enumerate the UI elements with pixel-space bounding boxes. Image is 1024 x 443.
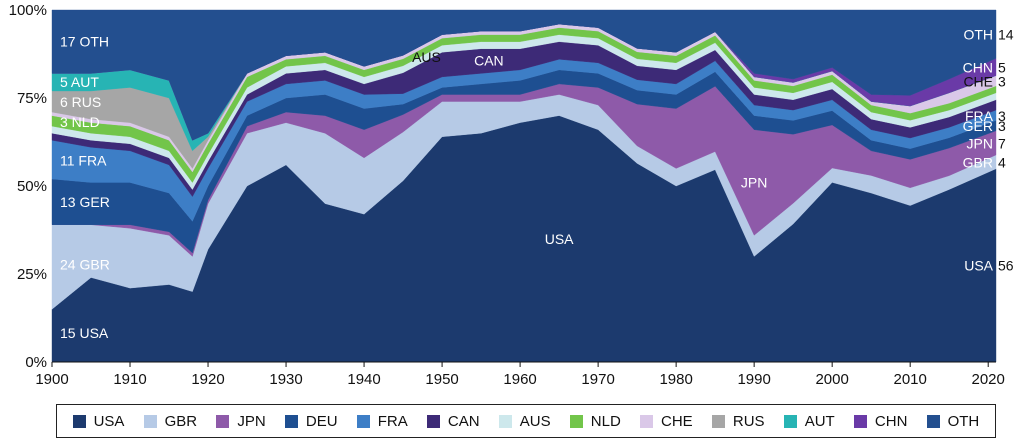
x-tick-label: 2000 [815,371,848,388]
right-label-fra: FRA [965,108,994,124]
x-tick-label: 1920 [191,371,224,388]
y-tick-label: 50% [17,178,47,195]
legend-swatch [216,414,230,428]
axes: 1900 1910 1920 1930 1940 1950 1960 1970 1980 1990… [9,2,1005,388]
legend-label: RUS [732,412,765,430]
legend-swatch [711,414,725,428]
legend-item-can: CAN [426,412,480,430]
legend-swatch [356,414,370,428]
legend-swatch [498,414,512,428]
legend-label: OTH [947,412,980,430]
right-value-fra: 3 [998,108,1006,124]
legend-item-nld: NLD [569,412,621,430]
left-label-15-usa: 15 USA [60,325,109,341]
legend-item-aus: AUS [498,412,551,430]
legend-label: GBR [164,412,198,430]
legend-swatch [72,414,86,428]
right-label-che: CHE [963,73,993,89]
legend-item-jpn: JPN [216,412,266,430]
x-tick-label: 2010 [893,371,926,388]
area-annotations: 17 OTH 5 AUT 6 RUS 3 NLD 11 FRA 13 GER 24 GBR 1… [60,27,1014,342]
x-tick-label: 1930 [269,371,302,388]
legend-swatch [853,414,867,428]
x-tick-label: 1940 [347,371,380,388]
x-tick-label: 1960 [503,371,536,388]
legend-swatch [783,414,797,428]
legend-label: CAN [447,412,480,430]
legend-label: FRA [377,412,408,430]
x-tick-label: 1950 [425,371,458,388]
right-value-usa: 56 [998,258,1014,274]
legend-item-fra: FRA [356,412,408,430]
legend-item-oth: OTH [926,412,980,430]
right-value-ger: 3 [998,118,1006,134]
x-tick-label: 1980 [659,371,692,388]
inline-label-jpn: JPN [741,174,767,190]
legend-swatch [926,414,940,428]
left-label-3-nld: 3 NLD [60,114,100,130]
right-value-jpn: 7 [998,135,1006,151]
left-label-17-oth: 17 OTH [60,34,109,50]
legend-item-gbr: GBR [143,412,198,430]
legend-swatch [640,414,653,428]
left-label-5-aut: 5 AUT [60,74,99,90]
x-tick-label: 1900 [35,371,68,388]
area-oth [51,9,997,141]
left-label-13-ger: 13 GER [60,194,110,210]
legend-item-deu: DEU [284,412,338,430]
right-value-oth: 14 [998,27,1014,43]
right-value-gbr: 4 [998,155,1006,171]
x-tick-label: 2020 [972,371,1005,388]
y-tick-label: 25% [17,266,47,283]
legend-item-usa: USA [72,412,125,430]
legend-item-chn: CHN [853,412,908,430]
legend-label: AUS [519,412,551,430]
legend-label: CHE [661,412,693,430]
legend-label: CHN [874,412,908,430]
legend-label: USA [93,412,125,430]
inline-label-usa: USA [545,231,574,247]
inline-label-can: CAN [474,53,504,69]
y-tick-label: 100% [9,2,47,19]
legend-label: NLD [590,412,621,430]
x-tick-label: 1970 [581,371,614,388]
right-label-chn: CHN [963,60,993,76]
legend-item-rus: RUS [711,412,765,430]
left-label-24-gbr: 24 GBR [60,256,110,272]
left-label-11-fra: 11 FRA [60,152,107,168]
legend-label: AUT [804,412,835,430]
inline-label-aus: AUS [412,49,441,65]
area-layers [51,9,997,363]
legend-swatch [284,414,298,428]
right-label-oth: OTH [963,27,993,43]
legend-swatch [143,414,157,428]
y-tick-label: 0% [25,354,47,371]
legend-item-aut: AUT [783,412,835,430]
y-tick-label: 75% [17,90,47,107]
right-value-chn: 5 [998,60,1006,76]
right-label-usa: USA [964,258,993,274]
x-tick-label: 1910 [113,371,146,388]
legend-swatch [569,414,583,428]
right-label-jpn: JPN [967,135,993,151]
x-tick-label: 1990 [737,371,770,388]
right-label-gbr: GBR [963,155,993,171]
legend-swatch [426,414,440,428]
left-label-6-rus: 6 RUS [60,94,101,110]
legend-label: DEU [305,412,338,430]
legend-label: JPN [237,412,266,430]
right-value-che: 3 [998,73,1006,89]
legend: USA GBR JPN DEU FRA CAN AUS NLD CHE RUS AUT CHN OTH [56,404,996,438]
legend-item-che: CHE [640,413,693,430]
right-label-ger: GER [963,118,993,134]
